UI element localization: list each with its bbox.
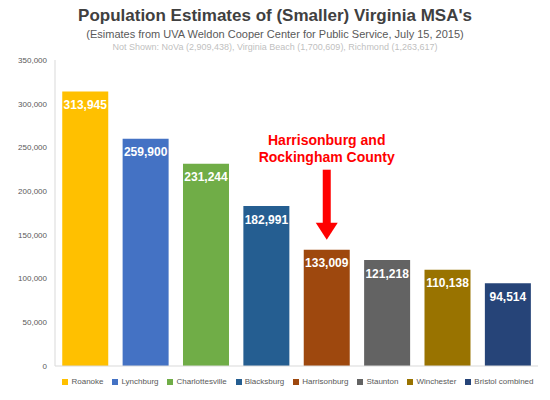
html-text:Roanoke: Roanoke — [71, 377, 104, 386]
svg-text:94,514: 94,514 — [490, 290, 527, 304]
svg-text:300,000: 300,000 — [18, 100, 47, 109]
svg-text:350,000: 350,000 — [18, 56, 47, 65]
svg-text:200,000: 200,000 — [18, 187, 47, 196]
svg-text:250,000: 250,000 — [18, 143, 47, 152]
svg-text:150,000: 150,000 — [18, 231, 47, 240]
svg-text:182,991: 182,991 — [245, 213, 289, 227]
svg-text:259,900: 259,900 — [124, 145, 168, 159]
svg-text:231,244: 231,244 — [184, 170, 228, 184]
html-text:Charlottesville: Charlottesville — [176, 377, 227, 386]
html-text:(Esimates from UVA Weldon Coop: (Esimates from UVA Weldon Cooper Center … — [86, 28, 464, 40]
svg-text:100,000: 100,000 — [18, 274, 47, 283]
svg-text:110,138: 110,138 — [426, 276, 469, 290]
svg-text:Harrisonburg and: Harrisonburg and — [268, 132, 385, 148]
svg-text:0: 0 — [43, 362, 48, 371]
html-text:Lynchburg: Lynchburg — [121, 377, 159, 386]
html-text:Bristol combined: Bristol combined — [474, 377, 534, 386]
svg-text:Rockingham County: Rockingham County — [259, 149, 395, 165]
html-text:Winchester: Winchester — [416, 377, 457, 386]
html-text:Blacksburg: Blacksburg — [244, 377, 285, 386]
html-text:Staunton: Staunton — [366, 377, 399, 386]
svg-text:50,000: 50,000 — [23, 318, 48, 327]
html-text:Harrisonburg: Harrisonburg — [302, 377, 349, 386]
svg-text:313,945: 313,945 — [64, 98, 108, 112]
svg-text:133,009: 133,009 — [305, 256, 349, 270]
svg-text:121,218: 121,218 — [365, 267, 409, 281]
html-text:Not Shown: NoVa (2,909,438), V: Not Shown: NoVa (2,909,438), Virginia Be… — [112, 42, 438, 52]
html-text:Population Estimates of (Small: Population Estimates of (Smaller) Virgin… — [78, 6, 472, 25]
